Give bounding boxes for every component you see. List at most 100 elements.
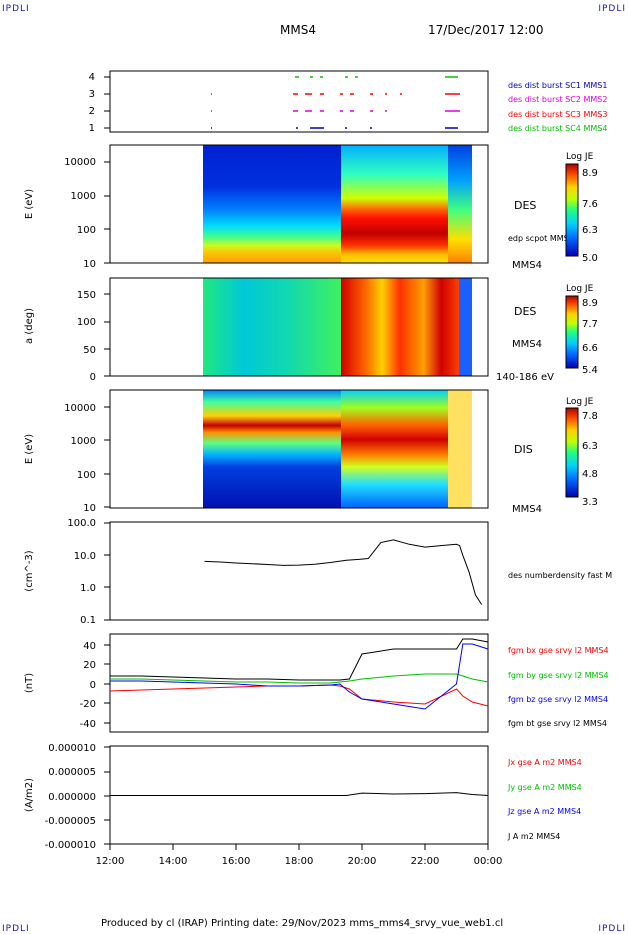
dis-energy-colorbar-title: Log JE	[566, 397, 594, 407]
dis-energy-region-3	[448, 390, 472, 508]
bfield-legend-bt: fgm bt gse srvy l2 MMS4	[508, 719, 607, 728]
density-ytick-100: 100.0	[67, 518, 96, 529]
bfield-ytick-neg20: -20	[80, 699, 96, 710]
current-legend-jx: Jx gse A m2 MMS4	[507, 758, 582, 767]
burst-marks	[211, 76, 460, 129]
des-energy-ylabel: E (eV)	[24, 189, 35, 219]
des-pitch-cb-tick-3: 6.6	[582, 343, 598, 354]
bfield-ytick-40: 40	[83, 641, 96, 652]
bfield-legend-by: fgm by gse srvy l2 MMS4	[508, 671, 609, 680]
bfield-ylabel: (nT)	[24, 673, 35, 693]
des-pitch-cb-tick-4: 5.4	[582, 365, 598, 376]
current-legend-jz: Jz gse A m2 MMS4	[507, 807, 581, 816]
des-pitch-cb-tick-1: 8.9	[582, 298, 598, 309]
current-ytick-3: 0.000000	[48, 792, 96, 803]
des-energy-region-2	[341, 145, 448, 263]
des-pitch-colorbar	[565, 295, 579, 369]
density-panel: 100.0 10.0 1.0 0.1 (cm^-3) des numberden…	[24, 518, 612, 626]
des-energy-sublabel: edp scpot MMS4	[508, 234, 574, 243]
density-ytick-10: 10.0	[74, 551, 96, 562]
density-frame	[109, 521, 489, 621]
footer-credit: Produced by cl (IRAP) Printing date: 29/…	[101, 918, 504, 929]
des-pitch-region-3	[459, 278, 472, 376]
bfield-panel: 40 20 0 -20 -40 (nT) fgm bx gse srvy l2 …	[24, 633, 609, 733]
current-ytick-2: 0.000005	[48, 767, 96, 778]
dis-energy-label: DIS	[514, 443, 533, 456]
burst-legend-1: des dist burst SC1 MMS1	[508, 81, 607, 90]
current-ytick-1: 0.000010	[48, 743, 96, 754]
current-ytick-5: -0.000010	[45, 840, 96, 851]
des-pitch-ytick-0: 0	[90, 372, 96, 383]
time-tick-1400: 14:00	[159, 856, 188, 867]
des-energy-cb-tick-4: 5.0	[582, 253, 598, 264]
spacecraft-title: MMS4	[280, 23, 316, 37]
current-series	[110, 792, 489, 796]
des-pitch-label2: MMS4	[512, 339, 542, 350]
des-energy-ytick-100: 100	[77, 225, 96, 236]
bfield-series-line-3	[110, 638, 489, 681]
bfield-series-line-1	[110, 673, 489, 684]
des-pitch-frame	[109, 277, 489, 377]
des-pitch-ytick-150: 150	[77, 290, 96, 301]
bfield-series-line-0	[109, 684, 489, 707]
time-axis: 12:00 14:00 16:00 18:00 20:00 22:00 00:0…	[96, 844, 503, 867]
density-legend: des numberdensity fast M	[508, 571, 612, 580]
dis-energy-ytick-1000: 1000	[71, 436, 96, 447]
des-energy-region-1	[203, 145, 341, 263]
dis-energy-ytick-10000: 10000	[64, 403, 96, 414]
time-tick-2000: 20:00	[348, 856, 377, 867]
dis-energy-frame	[109, 389, 489, 509]
time-tick-0000: 00:00	[474, 856, 503, 867]
dis-energy-ytick-10: 10	[83, 503, 96, 514]
corner-label-bottom-right: IPDLI	[598, 924, 626, 934]
dis-energy-ylabel: E (eV)	[24, 434, 35, 464]
density-yticks	[104, 522, 110, 621]
dis-energy-ytick-100: 100	[77, 470, 96, 481]
des-energy-bottom-label: MMS4	[512, 260, 542, 271]
current-ylabel: (A/m2)	[24, 778, 35, 812]
des-energy-ytick-10000: 10000	[64, 157, 96, 168]
time-tick-1600: 16:00	[222, 856, 251, 867]
bfield-series	[109, 638, 489, 710]
des-pitch-ytick-100: 100	[77, 317, 96, 328]
burst-ytick-1: 1	[89, 123, 95, 134]
current-yticks	[104, 746, 110, 845]
des-energy-panel: 10000 1000 100 10 E (eV) DES edp scpot M…	[24, 144, 598, 271]
time-tick-1200: 12:00	[96, 856, 125, 867]
bfield-legend-bx: fgm bx gse srvy l2 MMS4	[508, 646, 609, 655]
dis-energy-cb-tick-3: 4.8	[582, 469, 598, 480]
burst-legend-3: des dist burst SC3 MMS3	[508, 110, 607, 119]
dis-energy-cb-tick-4: 3.3	[582, 497, 598, 508]
des-pitch-panel: 150 100 50 0 a (deg) DES MMS4 140-186 eV…	[24, 277, 598, 383]
burst-ytick-3: 3	[89, 89, 95, 100]
density-ytick-0-1: 0.1	[80, 615, 96, 626]
burst-legend-4: des dist burst SC4 MMS4	[508, 124, 607, 133]
corner-label-top-left: IPDLI	[2, 4, 30, 14]
des-energy-region-3	[448, 145, 472, 263]
des-energy-cb-tick-3: 6.3	[582, 225, 598, 236]
des-energy-ytick-10: 10	[83, 259, 96, 270]
burst-frame	[109, 70, 489, 133]
burst-ytick-4: 4	[89, 72, 95, 83]
bfield-yticks	[104, 644, 110, 724]
des-energy-ytick-1000: 1000	[71, 191, 96, 202]
des-pitch-cb-tick-2: 7.7	[582, 319, 598, 330]
current-legend-j: J A m2 MMS4	[507, 832, 560, 841]
burst-legend-2: des dist burst SC2 MMS2	[508, 95, 607, 104]
current-series-line-0	[110, 792, 489, 796]
time-tick-1800: 18:00	[285, 856, 314, 867]
dis-energy-bottom-label: MMS4	[512, 504, 542, 515]
des-pitch-ylabel: a (deg)	[24, 308, 35, 344]
dis-energy-cb-tick-1: 7.8	[582, 411, 598, 422]
burst-yticks	[104, 76, 110, 129]
des-pitch-ytick-50: 50	[83, 345, 96, 356]
des-pitch-region-1	[203, 278, 341, 376]
des-energy-colorbar	[565, 163, 579, 257]
des-energy-frame	[109, 144, 489, 264]
bfield-series-line-2	[110, 643, 489, 710]
burst-ytick-2: 2	[89, 106, 95, 117]
dis-energy-cb-tick-2: 6.3	[582, 441, 598, 452]
corner-label-top-right: IPDLI	[598, 4, 626, 14]
des-pitch-colorbar-title: Log JE	[566, 284, 594, 294]
